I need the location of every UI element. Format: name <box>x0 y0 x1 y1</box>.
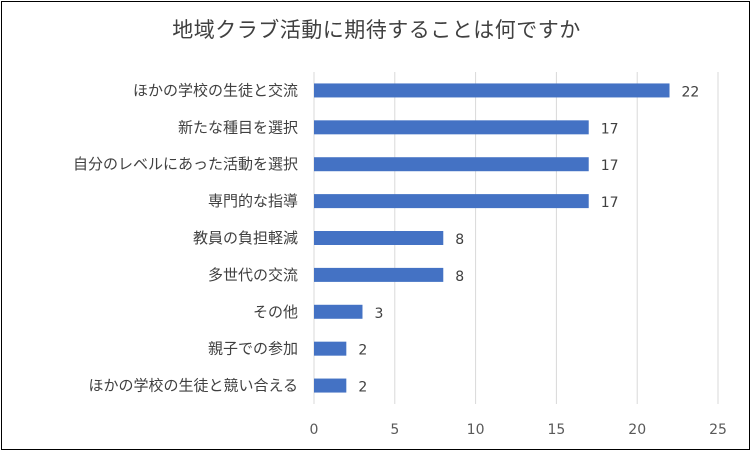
category-label: 自分のレベルにあった活動を選択 <box>73 155 298 173</box>
bar <box>314 157 589 172</box>
category-label: 新たな種目を選択 <box>178 118 298 136</box>
category-label: その他 <box>253 303 298 321</box>
bar <box>314 231 444 245</box>
bar <box>314 120 589 135</box>
category-label: 教員の負担軽減 <box>193 229 298 247</box>
bar <box>314 194 589 209</box>
data-label: 2 <box>358 380 367 396</box>
chart-title: 地域クラブ活動に期待することは何ですか <box>172 18 581 42</box>
x-tick-label: 10 <box>467 422 485 438</box>
data-label: 3 <box>374 306 383 322</box>
x-tick-label: 25 <box>709 422 727 438</box>
data-label: 8 <box>455 232 464 248</box>
data-label: 22 <box>682 84 700 100</box>
x-tick-label: 15 <box>547 422 565 438</box>
bar <box>314 267 444 282</box>
bars <box>314 83 670 393</box>
x-tick-label: 5 <box>390 422 399 438</box>
bar <box>314 83 670 98</box>
category-label: 多世代の交流 <box>208 266 298 284</box>
data-label: 2 <box>358 343 367 359</box>
data-label: 17 <box>601 158 619 174</box>
category-label: ほかの学校の生徒と競い合える <box>88 377 298 395</box>
category-label: 専門的な指導 <box>208 192 298 210</box>
bar <box>314 304 363 319</box>
category-label: ほかの学校の生徒と交流 <box>133 81 298 99</box>
data-label: 8 <box>455 269 464 285</box>
bar <box>314 341 347 356</box>
x-axis-tick-labels: 0 5 10 15 20 25 <box>310 422 727 438</box>
category-labels: ほかの学校の生徒と交流新たな種目を選択自分のレベルにあった活動を選択専門的な指導… <box>73 81 298 394</box>
data-label: 17 <box>601 121 619 137</box>
x-tick-label: 0 <box>310 422 319 438</box>
x-tick-label: 20 <box>628 422 646 438</box>
bar <box>314 378 347 393</box>
data-label: 17 <box>601 195 619 211</box>
category-label: 親子での参加 <box>208 340 298 358</box>
